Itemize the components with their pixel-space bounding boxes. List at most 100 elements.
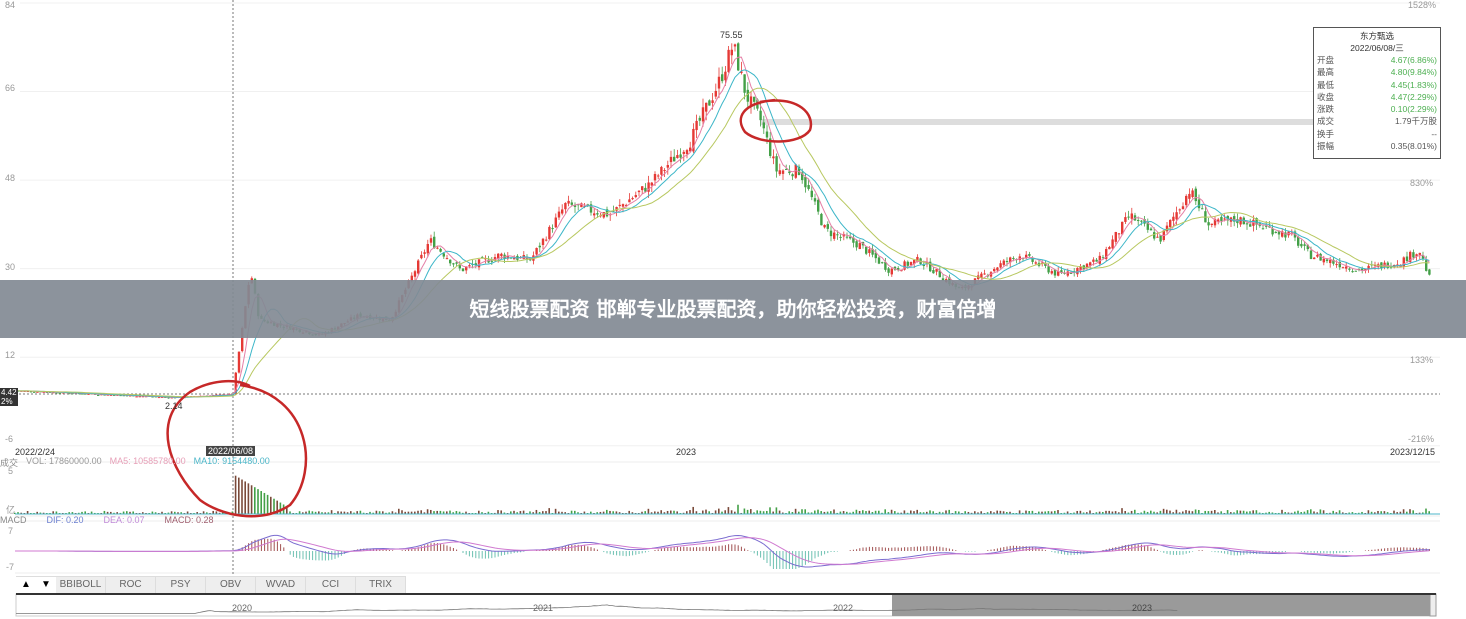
- volume-bar: [788, 511, 790, 514]
- info-row: 最低 4.45(1.83%): [1317, 79, 1437, 91]
- candle: [820, 213, 823, 226]
- candle: [237, 351, 241, 373]
- scroll-down-button[interactable]: ▼: [36, 577, 56, 593]
- volume-bar: [231, 511, 234, 514]
- candle: [730, 49, 733, 56]
- candle: [429, 238, 433, 243]
- candle: [778, 170, 781, 175]
- volume-bar: [1290, 512, 1293, 514]
- info-value: 0.35(8.01%): [1390, 141, 1437, 152]
- volume-bar: [1002, 511, 1005, 514]
- candle: [839, 236, 842, 238]
- volume-bar: [702, 510, 704, 514]
- tab-obv[interactable]: OBV: [206, 577, 256, 593]
- candle: [772, 156, 775, 159]
- candle: [1274, 231, 1277, 233]
- volume-bar: [1044, 511, 1046, 514]
- volume-bar: [900, 512, 902, 514]
- candle: [909, 261, 913, 266]
- volume-bar: [14, 512, 16, 514]
- tab-wvad[interactable]: WVAD: [256, 577, 306, 593]
- volume-bar: [577, 512, 579, 514]
- volume-bar: [417, 510, 419, 514]
- volume-bar: [1031, 510, 1034, 514]
- navigator-handle: [1429, 593, 1437, 617]
- volume-bar: [1130, 510, 1133, 514]
- volume-bar: [1313, 511, 1315, 514]
- volume-bar: [849, 512, 851, 514]
- volume-bar: [1118, 512, 1120, 514]
- candle: [1197, 199, 1201, 209]
- y-tick: 84: [5, 0, 16, 10]
- volume-bar: [1409, 509, 1411, 514]
- candle: [1402, 257, 1405, 267]
- volume-bar: [1063, 512, 1066, 514]
- volume-legend: 成交 VOL: 17860000.00 MA5: 10585780.00 MA1…: [0, 456, 270, 468]
- candle: [1319, 253, 1322, 261]
- volume-bar: [481, 512, 483, 514]
- candle: [740, 71, 743, 74]
- tab-cci[interactable]: CCI: [306, 577, 356, 593]
- volume-bar: [718, 508, 720, 514]
- volume-bar: [810, 512, 813, 514]
- info-label: 涨跌: [1317, 104, 1335, 115]
- candle: [1265, 225, 1268, 227]
- candle: [1159, 235, 1162, 242]
- volume-bar: [1076, 510, 1078, 514]
- candle: [26, 391, 29, 393]
- volume-bar: [932, 511, 934, 514]
- volume-bar: [446, 511, 448, 514]
- scroll-up-button[interactable]: ▲: [16, 577, 36, 593]
- volume-bar: [330, 510, 333, 514]
- volume-bar: [1284, 512, 1286, 514]
- volume-bar: [906, 512, 909, 514]
- volume-bar: [775, 507, 778, 514]
- volume-bar: [1108, 510, 1110, 514]
- candle: [1181, 206, 1185, 210]
- candle: [33, 391, 36, 393]
- volume-bar: [1018, 510, 1021, 514]
- volume-bar: [1073, 512, 1075, 514]
- banner-headline: 短线股票配资 邯郸专业股票配资，助你轻松投资，财富倍增: [0, 280, 1466, 338]
- navigator-selection: [892, 594, 1435, 616]
- volume-bar: [564, 512, 566, 514]
- candle: [759, 110, 762, 121]
- tab-trix[interactable]: TRIX: [356, 577, 406, 593]
- candle: [81, 393, 84, 395]
- volume-bar: [830, 511, 832, 514]
- candle: [849, 236, 852, 239]
- candle: [663, 170, 666, 172]
- volume-bar: [388, 512, 390, 514]
- volume-bar: [202, 511, 205, 514]
- candle: [1261, 228, 1265, 230]
- volume-bar: [308, 510, 310, 514]
- tab-psy[interactable]: PSY: [156, 577, 206, 593]
- volume-bar: [1057, 510, 1059, 514]
- candle: [1345, 266, 1348, 269]
- volume-bar: [970, 512, 973, 514]
- candle: [68, 393, 71, 395]
- volume-bar: [1146, 511, 1149, 514]
- candle: [916, 256, 919, 262]
- volume-bar: [676, 511, 678, 514]
- candle: [625, 204, 628, 206]
- volume-bar: [772, 511, 774, 514]
- candle: [711, 100, 714, 103]
- tab-roc[interactable]: ROC: [106, 577, 156, 593]
- volume-bar: [910, 510, 912, 514]
- candle: [97, 394, 100, 396]
- candle: [1415, 254, 1418, 257]
- candle: [1130, 213, 1133, 219]
- candle: [513, 257, 516, 260]
- tab-bbiboll[interactable]: BBIBOLL: [56, 577, 106, 593]
- volume-bar: [1278, 512, 1280, 514]
- nav-label: 2022: [833, 603, 854, 613]
- candle: [567, 200, 570, 204]
- candle: [836, 234, 839, 236]
- volume-bar: [670, 510, 672, 514]
- candle: [426, 243, 429, 254]
- candle: [887, 268, 890, 273]
- candle: [1153, 232, 1156, 239]
- volume-bar: [1374, 512, 1376, 514]
- volume-bar: [414, 511, 416, 514]
